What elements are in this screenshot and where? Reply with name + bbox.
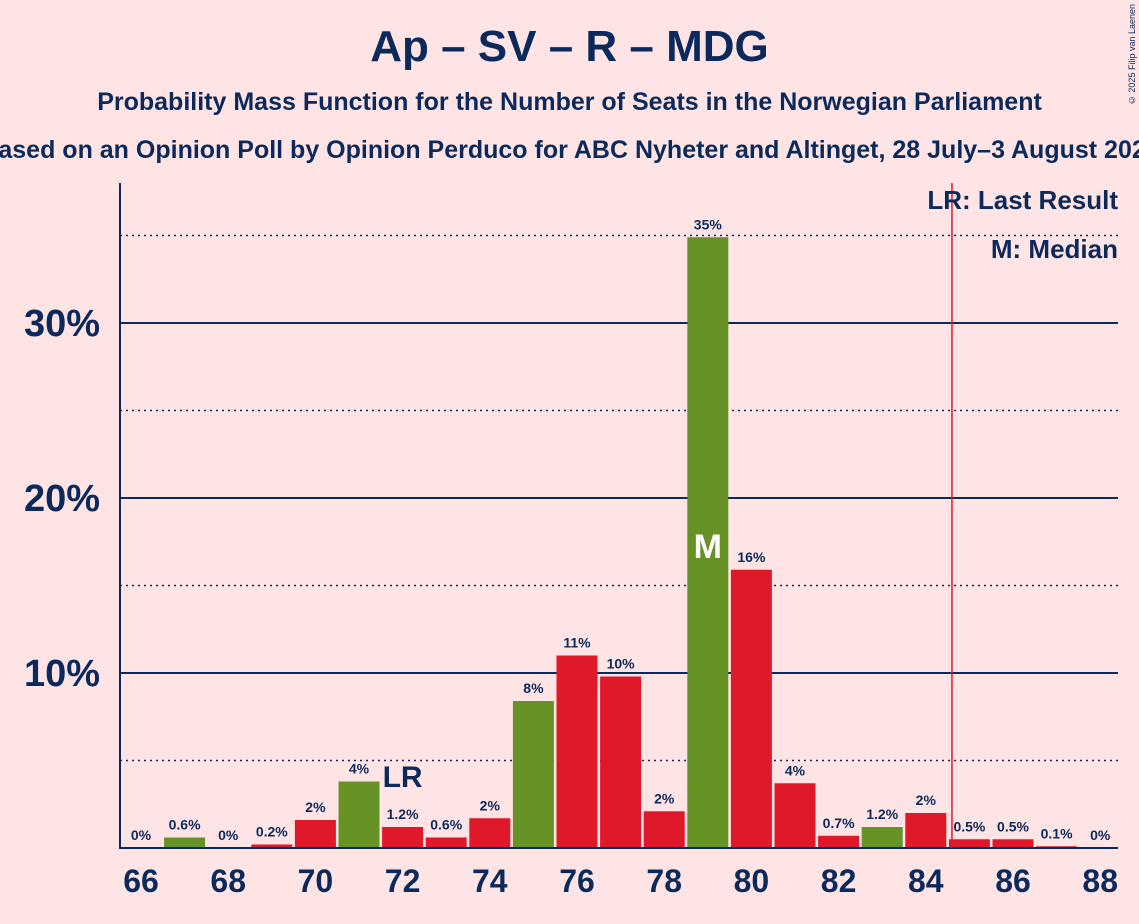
axes: 10% 20% 30% 66 68 70 72 74 76 78 80 82 84 86 88 — [24, 183, 1118, 899]
bar-label-70: 2% — [305, 799, 326, 815]
bar-label-87: 0.1% — [1041, 825, 1073, 841]
x-tick-label: 88 — [1082, 863, 1118, 899]
bar-70 — [294, 820, 336, 848]
chart-source-line: Based on an Opinion Poll by Opinion Perd… — [0, 136, 1139, 164]
bar-label-77: 10% — [607, 656, 636, 672]
y-tick-label: 30% — [24, 303, 100, 345]
bar-79 — [687, 237, 729, 848]
bar-label-75: 8% — [523, 680, 544, 696]
x-tick-label: 86 — [995, 863, 1031, 899]
bar-label-80: 16% — [737, 549, 766, 565]
x-tick-label: 80 — [734, 863, 770, 899]
bar-label-68: 0% — [218, 827, 239, 843]
bar-label-86: 0.5% — [997, 818, 1029, 834]
bar-85 — [948, 839, 990, 848]
chart-subtitle: Probability Mass Function for the Number… — [97, 88, 1042, 116]
x-tick-label: 82 — [821, 863, 857, 899]
bar-label-73: 0.6% — [430, 817, 462, 833]
x-tick-label: 70 — [298, 863, 334, 899]
last-result-marker: LR — [383, 761, 423, 794]
x-tick-label: 76 — [559, 863, 595, 899]
bar-69 — [251, 844, 293, 848]
x-tick-label: 78 — [646, 863, 682, 899]
bar-76 — [556, 655, 598, 848]
chart-title: Ap – SV – R – MDG — [370, 22, 769, 71]
bar-78 — [643, 811, 685, 848]
bar-label-79: 35% — [694, 216, 723, 232]
legend-last-result: LR: Last Result — [927, 185, 1118, 215]
markers: LR M — [383, 183, 953, 848]
y-tick-label: 20% — [24, 478, 100, 520]
bar-label-76: 11% — [563, 635, 591, 651]
bar-label-81: 4% — [785, 762, 806, 778]
bar-labels: 0% 0.6% 0% 0.2% 2% 4% 1.2% 0.6% 2% 8% 11% 10% 2% 35% 1… — [131, 216, 1111, 843]
x-tick-label: 68 — [210, 863, 246, 899]
bar-82 — [818, 835, 860, 848]
bar-67 — [164, 837, 206, 848]
median-marker: M — [694, 528, 722, 566]
bar-72 — [382, 827, 424, 848]
bar-label-84: 2% — [916, 792, 937, 808]
bar-label-74: 2% — [480, 797, 501, 813]
bar-label-72: 1.2% — [387, 806, 419, 822]
bar-label-67: 0.6% — [169, 817, 201, 833]
bar-label-83: 1.2% — [866, 806, 898, 822]
x-tick-label: 74 — [472, 863, 508, 899]
bar-75 — [512, 701, 554, 848]
x-tick-label: 84 — [908, 863, 944, 899]
bar-label-66: 0% — [131, 827, 152, 843]
bar-label-82: 0.7% — [823, 815, 855, 831]
bar-73 — [425, 837, 467, 848]
bar-71 — [338, 781, 380, 848]
bar-label-85: 0.5% — [953, 818, 985, 834]
legend-median: M: Median — [991, 234, 1118, 264]
x-tick-label: 66 — [123, 863, 159, 899]
bar-81 — [774, 783, 816, 848]
bar-label-69: 0.2% — [256, 824, 288, 840]
bar-80 — [730, 569, 772, 848]
bar-label-71: 4% — [349, 761, 370, 777]
bar-84 — [905, 813, 947, 848]
bar-74 — [469, 818, 511, 848]
bar-label-78: 2% — [654, 790, 675, 806]
bar-83 — [861, 827, 903, 848]
y-tick-label: 10% — [24, 653, 100, 695]
bar-77 — [600, 676, 642, 848]
bars — [164, 237, 1078, 848]
bar-86 — [992, 839, 1034, 848]
x-tick-label: 72 — [385, 863, 421, 899]
bar-label-88: 0% — [1090, 827, 1111, 843]
